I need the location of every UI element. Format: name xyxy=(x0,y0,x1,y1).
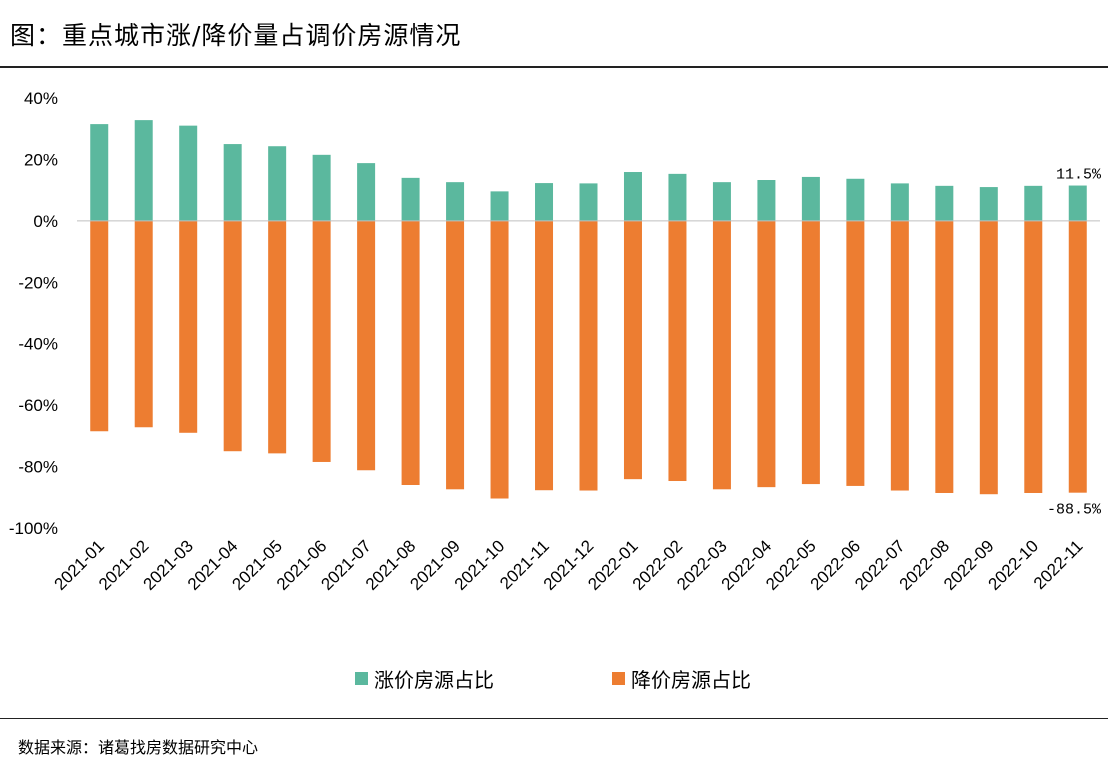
bar-fall xyxy=(712,220,731,490)
bar-rise xyxy=(490,191,509,221)
bar-fall xyxy=(890,220,909,491)
data-label-positive: 11.5% xyxy=(1056,167,1102,184)
bar-rise xyxy=(90,124,109,221)
legend-label-rise: 涨价房源占比 xyxy=(374,668,494,692)
bar-rise xyxy=(179,125,198,221)
bar-rise xyxy=(890,183,909,221)
y-tick-label: -60% xyxy=(18,396,58,415)
bar-rise xyxy=(134,120,153,221)
bar-rise xyxy=(579,183,598,221)
bar-rise xyxy=(1024,185,1043,221)
y-tick-label: -100% xyxy=(9,519,58,538)
bar-rise xyxy=(268,146,287,221)
y-tick-label: -40% xyxy=(18,335,58,354)
y-tick-label: 20% xyxy=(24,150,58,169)
bar-fall xyxy=(757,220,776,488)
bar-rise xyxy=(712,182,731,221)
data-label-negative: -88.5% xyxy=(1047,502,1102,519)
bar-rise xyxy=(401,177,420,221)
bar-fall xyxy=(535,220,554,491)
y-axis: 40% 20% 0% -20% -40% -60% -80% -100% xyxy=(9,89,58,538)
bar-fall xyxy=(846,220,865,486)
data-labels: 11.5% -88.5% xyxy=(1047,167,1102,519)
bar-rise xyxy=(446,182,465,221)
bar-fall xyxy=(1068,220,1087,493)
source-note: 数据来源：诸葛找房数据研究中心 xyxy=(18,738,259,757)
bar-fall xyxy=(979,220,998,495)
bar-fall xyxy=(579,220,598,491)
bar-rise xyxy=(623,172,642,221)
bar-rise xyxy=(312,154,331,221)
bar-fall xyxy=(490,220,509,499)
bar-fall xyxy=(801,220,820,485)
bar-rise xyxy=(846,178,865,221)
bar-fall xyxy=(446,220,465,490)
bar-rise xyxy=(535,183,554,221)
bar-rise xyxy=(979,187,998,221)
bar-fall xyxy=(1024,220,1043,493)
bar-fall xyxy=(401,220,420,485)
bar-fall xyxy=(179,220,198,433)
y-tick-label: 40% xyxy=(24,89,58,108)
bar-fall xyxy=(668,220,687,482)
bottom-rule xyxy=(0,718,1108,719)
bar-fall xyxy=(90,220,109,432)
bar-rise xyxy=(357,163,376,221)
bars-group xyxy=(90,120,1087,499)
x-tick-label: 2022-10 xyxy=(985,536,1043,594)
x-tick-label: 2021-10 xyxy=(451,536,509,594)
bar-rise xyxy=(935,185,954,221)
legend: 涨价房源占比 降价房源占比 xyxy=(0,664,1108,694)
y-tick-label: -20% xyxy=(18,273,58,292)
legend-item-rise: 涨价房源占比 xyxy=(355,664,494,693)
bar-fall xyxy=(623,220,642,480)
chart-title: 图：重点城市涨/降价量占调价房源情况 xyxy=(10,21,462,50)
bar-fall xyxy=(357,220,376,471)
legend-item-fall: 降价房源占比 xyxy=(612,664,751,693)
x-tick-label: 2022-11 xyxy=(1030,536,1087,593)
legend-swatch-rise xyxy=(355,672,368,685)
bar-rise xyxy=(668,173,687,221)
bar-fall xyxy=(223,220,242,452)
bar-fall xyxy=(312,220,331,462)
legend-swatch-fall xyxy=(612,672,625,685)
bar-rise xyxy=(801,176,820,221)
bar-rise xyxy=(223,144,242,221)
y-tick-label: -80% xyxy=(18,458,58,477)
bar-rise xyxy=(1068,185,1087,221)
bar-fall xyxy=(268,220,287,454)
bar-rise xyxy=(757,180,776,221)
bar-fall xyxy=(134,220,153,428)
bar-chart: 40%20%0%-20%-40%-60%-80%-100% 2021-01202… xyxy=(9,89,1102,594)
y-tick-label: 0% xyxy=(33,212,58,231)
top-rule xyxy=(0,66,1108,68)
legend-label-fall: 降价房源占比 xyxy=(631,668,751,692)
bar-fall xyxy=(935,220,954,493)
